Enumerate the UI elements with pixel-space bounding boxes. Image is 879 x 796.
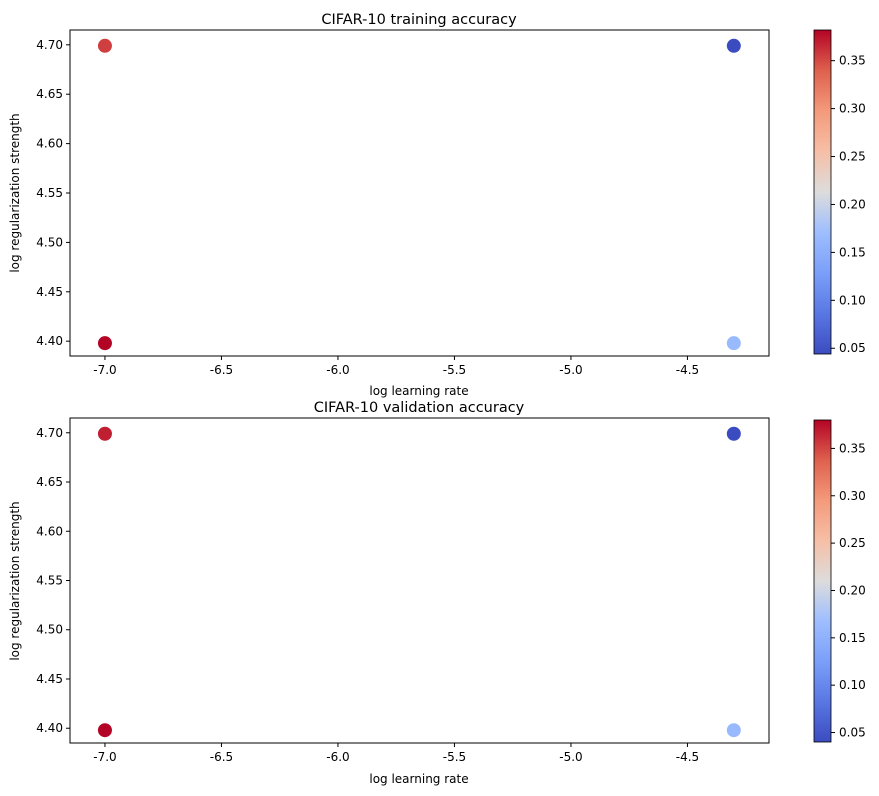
- colorbar-tick-label: 0.30: [839, 489, 866, 503]
- colorbar-tick-label: 0.05: [839, 726, 866, 740]
- y-tick-label: 4.70: [36, 38, 63, 52]
- y-tick-label: 4.40: [36, 721, 63, 735]
- scatter-point: [726, 38, 741, 53]
- colorbar-tick-label: 0.15: [839, 245, 866, 259]
- x-axis-label: log learning rate: [369, 384, 468, 398]
- scatter-point: [97, 336, 112, 351]
- x-tick-label: -7.0: [93, 750, 116, 764]
- x-tick-label: -7.0: [93, 363, 116, 377]
- colorbar: [813, 419, 832, 743]
- colorbar-tick-label: 0.35: [839, 441, 866, 455]
- y-tick-label: 4.60: [36, 524, 63, 538]
- y-tick-label: 4.55: [36, 574, 63, 588]
- colorbar-tick-label: 0.20: [839, 197, 866, 211]
- scatter-point: [726, 723, 741, 738]
- x-tick-label: -5.5: [443, 750, 466, 764]
- colorbar-tick-label: 0.15: [839, 631, 866, 645]
- scatter-point: [726, 426, 741, 441]
- chart-title: CIFAR-10 validation accuracy: [314, 400, 525, 416]
- x-tick-label: -6.0: [326, 750, 349, 764]
- colorbar-tick-label: 0.05: [839, 341, 866, 355]
- colorbar-tick-label: 0.25: [839, 536, 866, 550]
- colorbar-tick-label: 0.25: [839, 150, 866, 164]
- x-axis-label: log learning rate: [369, 772, 468, 786]
- y-tick-label: 4.55: [36, 186, 63, 200]
- x-tick-label: -5.5: [443, 363, 466, 377]
- y-tick-label: 4.65: [36, 475, 63, 489]
- x-tick-label: -6.5: [210, 363, 233, 377]
- y-tick-label: 4.45: [36, 285, 63, 299]
- y-tick-label: 4.45: [36, 672, 63, 686]
- chart-title: CIFAR-10 training accuracy: [321, 12, 517, 28]
- y-tick-label: 4.60: [36, 137, 63, 151]
- x-tick-label: -6.5: [210, 750, 233, 764]
- scatter-point: [97, 723, 112, 738]
- x-tick-label: -4.5: [676, 363, 699, 377]
- plot-frame: [69, 417, 770, 744]
- x-tick-label: -4.5: [676, 750, 699, 764]
- colorbar: [813, 29, 832, 355]
- y-tick-label: 4.40: [36, 334, 63, 348]
- x-tick-label: -6.0: [326, 363, 349, 377]
- chart-validation: CIFAR-10 validation accuracy -7.0 -6.5 -6.…: [8, 400, 866, 786]
- y-axis-label: log regularization strength: [8, 501, 22, 660]
- colorbar-tick-label: 0.10: [839, 678, 866, 692]
- colorbar-tick-label: 0.35: [839, 54, 866, 68]
- x-tick-label: -5.0: [559, 363, 582, 377]
- y-tick-label: 4.50: [36, 623, 63, 637]
- y-tick-label: 4.50: [36, 235, 63, 249]
- colorbar-tick-label: 0.10: [839, 293, 866, 307]
- scatter-point: [97, 426, 112, 441]
- chart-training: CIFAR-10 training accuracy -7.0 -6.5 -6.0 -…: [8, 12, 866, 398]
- y-axis-label: log regularization strength: [8, 113, 22, 272]
- x-tick-label: -5.0: [559, 750, 582, 764]
- y-tick-label: 4.70: [36, 426, 63, 440]
- colorbar-tick-label: 0.30: [839, 102, 866, 116]
- scatter-point: [97, 38, 112, 53]
- colorbar-tick-label: 0.20: [839, 583, 866, 597]
- scatter-point: [726, 336, 741, 351]
- plot-frame: [69, 29, 770, 357]
- y-tick-label: 4.65: [36, 87, 63, 101]
